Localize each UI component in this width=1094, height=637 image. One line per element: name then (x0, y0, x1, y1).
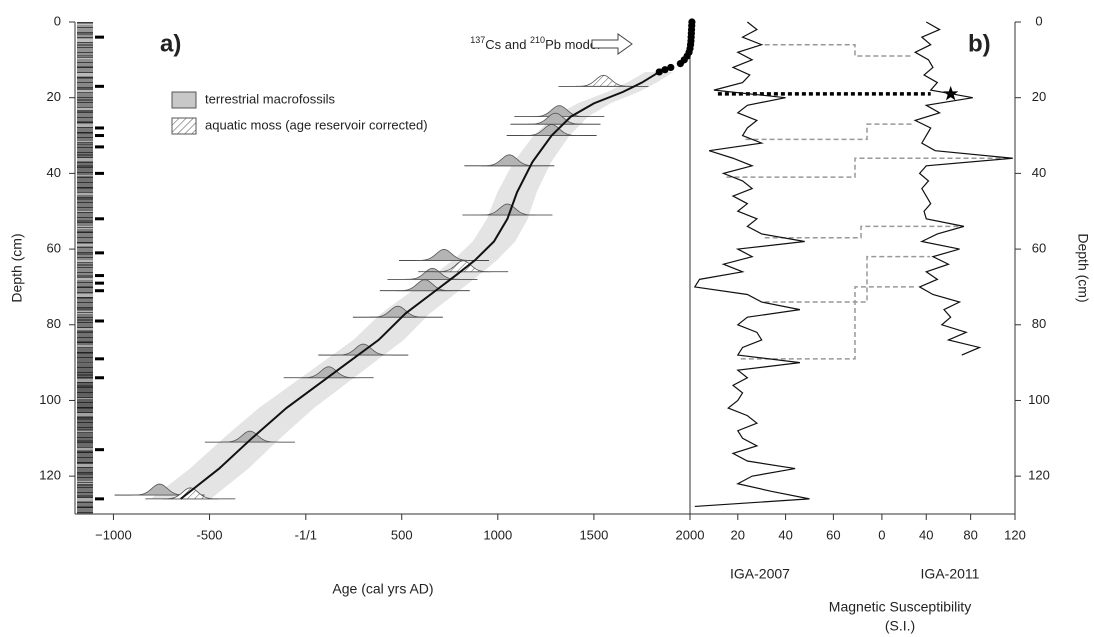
core-image (77, 22, 93, 514)
y-tick-label: 80 (47, 316, 61, 331)
date-distribution (396, 279, 453, 292)
tie-line (764, 43, 913, 57)
x-tick-label: 40 (919, 527, 933, 542)
date-distribution (415, 249, 473, 261)
x-tick-label: 2000 (676, 527, 705, 542)
lead-point (667, 63, 675, 72)
legend-label: aquatic moss (age reservoir corrected) (205, 117, 428, 132)
susceptibility-line (693, 21, 810, 508)
sample-mark (95, 289, 104, 293)
y-tick-label: 60 (1032, 241, 1046, 256)
tie-line (764, 255, 930, 303)
series-label: IGA-2007 (730, 566, 790, 582)
x-tick-label: −1000 (95, 527, 132, 542)
y-axis-title: Depth (cm) (1075, 233, 1091, 302)
y-tick-label: 0 (54, 13, 61, 28)
y-tick-label: 40 (1032, 165, 1046, 180)
date-distribution (300, 366, 357, 379)
arrow (591, 33, 633, 55)
date-distribution (531, 105, 588, 118)
x-axis-title: Age (cal yrs AD) (332, 581, 433, 597)
y-axis-title: Depth (cm) (9, 233, 25, 302)
series-label: IGA-2011 (921, 566, 980, 582)
x-axis-unit: (S.I.) (885, 618, 915, 634)
date-distribution (523, 124, 580, 136)
sample-mark (95, 448, 104, 452)
sample-mark (95, 274, 104, 278)
sample-mark (95, 35, 104, 39)
age-depth-model (180, 71, 660, 500)
date-distribution (479, 203, 536, 216)
x-tick-label: 40 (778, 527, 792, 542)
date-distribution (221, 430, 278, 443)
y-tick-label: 80 (1032, 316, 1046, 331)
annotation: 137Cs and 210Pb model (470, 35, 600, 52)
legend-swatch (171, 117, 197, 135)
sample-mark (95, 217, 104, 221)
y-tick-label: 60 (47, 241, 61, 256)
x-tick-label: -1/1 (295, 527, 317, 542)
x-tick-label: 20 (731, 527, 745, 542)
x-tick-label: 1000 (483, 527, 512, 542)
lead-point (676, 60, 684, 68)
y-tick-label: 120 (39, 468, 61, 483)
x-tick-label: 120 (1004, 527, 1026, 542)
x-tick-label: 0 (878, 527, 885, 542)
panel-label: b) (968, 30, 991, 57)
panel-label: a) (160, 30, 181, 57)
sample-mark (95, 134, 104, 138)
susceptibility-line (913, 21, 1013, 356)
sample-mark (95, 251, 104, 255)
sample-mark (95, 84, 104, 88)
sample-mark (95, 357, 104, 361)
y-tick-label: 20 (47, 89, 61, 104)
sample-mark (95, 281, 104, 285)
sample-mark (95, 171, 104, 175)
tie-line (740, 286, 917, 360)
x-axis-title: Magnetic Susceptibility (829, 599, 971, 615)
date-distribution (369, 305, 426, 318)
lead-point (655, 68, 663, 76)
legend-label: terrestrial macrofossils (205, 91, 336, 106)
date-distribution (335, 343, 392, 356)
date-distribution (527, 112, 584, 125)
sample-mark (95, 319, 104, 323)
sample-mark (95, 497, 104, 501)
sample-mark (95, 145, 104, 149)
sample-mark (95, 126, 104, 130)
lead-point (661, 66, 669, 74)
y-tick-label: 40 (47, 165, 61, 180)
tie-line (764, 225, 961, 239)
y-tick-label: 100 (1028, 392, 1050, 407)
x-tick-label: 60 (826, 527, 840, 542)
legend-swatch (171, 91, 197, 109)
y-tick-label: 20 (1032, 89, 1046, 104)
y-tick-label: 0 (1035, 13, 1042, 28)
tie-line (726, 157, 1010, 178)
date-distribution (435, 260, 492, 273)
x-tick-label: 500 (391, 527, 413, 542)
y-tick-label: 120 (1028, 468, 1050, 483)
x-tick-label: -500 (197, 527, 223, 542)
confidence-envelope (150, 71, 674, 499)
tie-line (745, 123, 913, 141)
date-distribution (481, 154, 538, 167)
date-distribution (162, 487, 219, 500)
y-tick-label: 100 (39, 392, 61, 407)
x-tick-label: 1500 (579, 527, 608, 542)
x-tick-label: 80 (963, 527, 977, 542)
sample-mark (95, 376, 104, 380)
date-distribution (575, 74, 632, 87)
